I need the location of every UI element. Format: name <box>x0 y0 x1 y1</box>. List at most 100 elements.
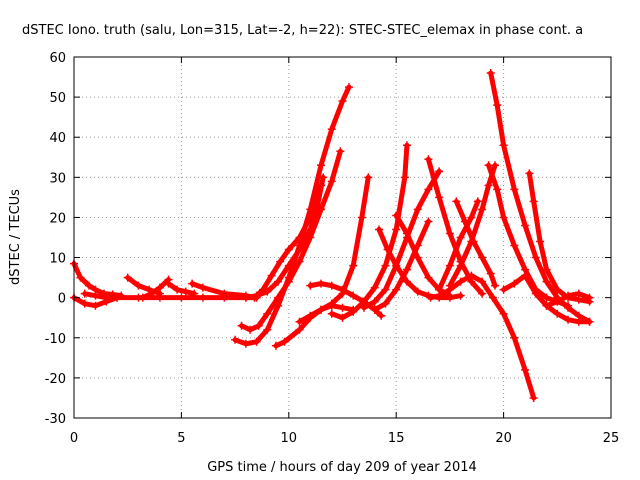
series-27 <box>525 169 594 306</box>
y-tick-label: -30 <box>45 412 66 427</box>
data-point <box>435 193 444 202</box>
data-point <box>392 285 401 294</box>
data-point <box>349 261 358 270</box>
data-point <box>381 261 390 270</box>
series-21 <box>435 197 482 294</box>
data-point <box>155 283 164 292</box>
x-tick-label: 0 <box>70 431 78 446</box>
data-point <box>585 317 594 326</box>
data-point <box>317 279 326 288</box>
data-point <box>241 293 250 302</box>
series-23 <box>445 161 500 290</box>
data-point <box>349 307 358 316</box>
data-point <box>284 277 293 286</box>
data-point <box>400 173 409 182</box>
series-28 <box>542 289 594 310</box>
data-point <box>435 167 444 176</box>
data-point <box>424 185 433 194</box>
data-point <box>435 285 444 294</box>
data-point <box>478 289 487 298</box>
data-point <box>306 225 315 234</box>
data-point <box>553 285 562 294</box>
data-point <box>181 287 190 296</box>
data-point <box>424 273 433 282</box>
data-point <box>338 285 347 294</box>
data-point <box>370 305 379 314</box>
data-point <box>91 301 100 310</box>
series-line <box>140 277 172 301</box>
data-point <box>486 269 495 278</box>
data-point <box>80 299 89 308</box>
data-point <box>344 83 353 92</box>
y-tick-label: 10 <box>49 252 66 267</box>
series-8 <box>237 147 345 334</box>
data-point <box>338 313 347 322</box>
chart-title: dSTEC Iono. truth (salu, Lon=315, Lat=-2… <box>22 23 583 38</box>
y-axis-label: dSTEC / TECUs <box>8 189 23 285</box>
data-point <box>112 293 121 302</box>
data-point <box>164 279 173 288</box>
data-point <box>585 293 594 302</box>
data-point <box>574 289 583 298</box>
data-point <box>280 337 289 346</box>
data-point <box>529 393 538 402</box>
data-point <box>531 289 540 298</box>
data-point <box>424 217 433 226</box>
data-point <box>542 277 551 286</box>
data-point <box>493 185 502 194</box>
data-point <box>413 205 422 214</box>
data-point <box>267 271 276 280</box>
data-point <box>246 325 255 334</box>
data-point <box>252 291 261 300</box>
data-point <box>231 335 240 344</box>
series-line <box>488 70 593 325</box>
data-point <box>553 297 562 306</box>
data-point <box>370 297 379 306</box>
data-point <box>456 291 465 300</box>
series-17 <box>375 225 465 302</box>
data-point <box>392 225 401 234</box>
data-point <box>402 141 411 150</box>
data-point <box>499 285 508 294</box>
data-point <box>263 325 272 334</box>
data-point <box>491 281 500 290</box>
data-point <box>295 257 304 266</box>
data-point <box>336 147 345 156</box>
data-point <box>456 233 465 242</box>
data-point <box>327 125 336 134</box>
data-point <box>564 291 573 300</box>
data-point <box>284 261 293 270</box>
data-point <box>377 311 386 320</box>
x-ticks: 0 5 10 15 20 25 <box>70 57 619 446</box>
data-point <box>306 281 315 290</box>
data-point <box>338 97 347 106</box>
data-point <box>327 177 336 186</box>
data-point <box>542 301 551 310</box>
data-point <box>274 293 283 302</box>
data-point <box>359 303 368 312</box>
y-tick-label: 0 <box>58 292 66 307</box>
data-point <box>402 265 411 274</box>
data-point <box>173 285 182 294</box>
data-point <box>484 161 493 170</box>
data-point <box>510 279 519 288</box>
series-3 <box>123 273 164 298</box>
data-point <box>102 293 111 302</box>
data-point <box>456 261 465 270</box>
data-point <box>499 213 508 222</box>
data-point <box>263 287 272 296</box>
series-11 <box>271 301 358 350</box>
data-point <box>553 309 562 318</box>
data-point <box>510 241 519 250</box>
data-point <box>445 261 454 270</box>
data-point <box>263 309 272 318</box>
data-point <box>241 339 250 348</box>
y-tick-label: 60 <box>49 51 66 66</box>
data-point <box>392 211 401 220</box>
data-point <box>456 277 465 286</box>
data-point <box>467 213 476 222</box>
data-point <box>493 101 502 110</box>
data-point <box>134 281 143 290</box>
data-point <box>486 69 495 78</box>
y-tick-label: -20 <box>45 372 66 387</box>
